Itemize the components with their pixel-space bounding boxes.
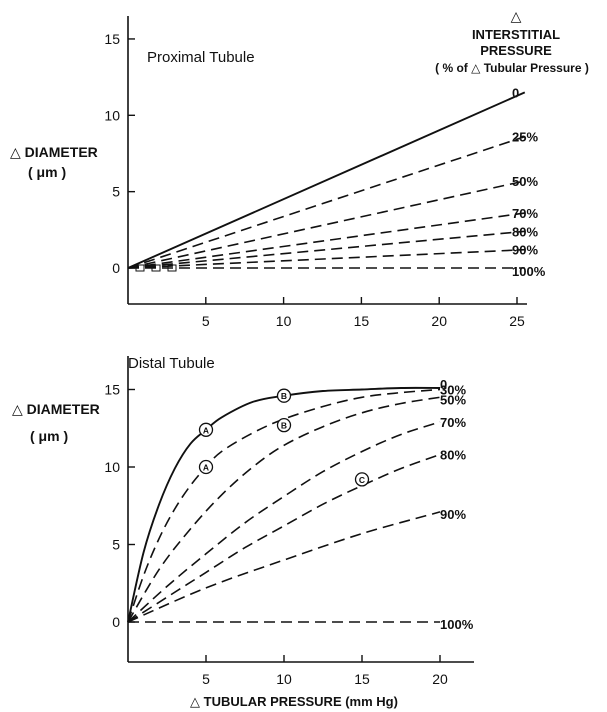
series-label: 70%	[512, 206, 538, 221]
x-tick-label: 10	[276, 671, 292, 687]
y-tick-label: 10	[104, 459, 120, 475]
distal-tubule-chart: Distal Tubule △ DIAMETER ( μm ) △ TUBULA…	[12, 355, 474, 709]
series-label: 90%	[512, 243, 538, 258]
x-tick-label: 5	[202, 313, 210, 329]
annotation-marker	[354, 472, 370, 487]
x-label-distal: △ TUBULAR PRESSURE (mm Hg)	[190, 694, 398, 709]
y-tick-label: 15	[104, 382, 120, 398]
legend-title-line3: PRESSURE	[480, 43, 552, 58]
series-label: 25%	[512, 130, 538, 145]
series-label: 70%	[440, 415, 466, 430]
series-line-50pct	[127, 396, 441, 623]
series-label: 50%	[440, 392, 466, 407]
legend-title-line2: INTERSTITIAL	[472, 27, 560, 42]
series-line-25pct	[127, 135, 526, 269]
origin-marker	[151, 264, 161, 272]
annotation-label: B	[281, 421, 287, 431]
series-label: 90%	[440, 507, 466, 522]
series-line-0	[127, 91, 526, 269]
y-tick-label: 0	[112, 614, 120, 630]
annotation-label: B	[281, 391, 287, 401]
y-label-distal-line2: ( μm )	[30, 428, 68, 444]
x-tick-label: 20	[431, 313, 447, 329]
series-line-90pct	[127, 511, 441, 623]
origin-marker	[167, 264, 177, 272]
x-tick-label: 15	[354, 671, 370, 687]
annotation-marker	[276, 388, 292, 403]
legend-title-line1: △	[511, 8, 522, 24]
series-label: 100%	[440, 617, 474, 632]
y-label-distal-line1: △ DIAMETER	[12, 401, 100, 417]
chart-title-proximal: Proximal Tubule	[147, 49, 255, 66]
series-line-0	[127, 386, 441, 623]
series-label: 80%	[512, 224, 538, 239]
series-line-70pct	[127, 212, 525, 269]
annotation-marker	[276, 417, 292, 433]
x-tick-label: 25	[509, 313, 525, 329]
x-tick-label: 15	[354, 313, 370, 329]
annotation-label: C	[359, 475, 365, 485]
proximal-tubule-chart: Proximal Tubule △ DIAMETER ( μm ) △ INTE…	[10, 8, 589, 329]
chart-title-distal: Distal Tubule	[128, 355, 215, 372]
y-tick-label: 5	[112, 537, 120, 553]
series-label: 30%	[440, 383, 466, 398]
series-label: 0	[512, 85, 519, 100]
series-label: 80%	[440, 448, 466, 463]
x-tick-label: 5	[202, 671, 210, 687]
series-line-90pct	[127, 248, 525, 269]
series-line-50pct	[127, 180, 525, 269]
annotation-label: A	[203, 463, 209, 473]
series-label: 100%	[512, 264, 546, 279]
y-label-proximal-line1: △ DIAMETER	[10, 144, 98, 160]
series-label: 50%	[512, 174, 538, 189]
y-tick-label: 0	[112, 260, 120, 276]
series-label: 0	[440, 377, 447, 392]
y-tick-label: 15	[104, 31, 120, 47]
x-tick-label: 10	[276, 313, 292, 329]
y-tick-label: 5	[112, 184, 120, 200]
annotation-label: A	[203, 425, 209, 435]
y-label-proximal-line2: ( μm )	[28, 164, 66, 180]
series-line-30pct	[127, 388, 441, 623]
y-tick-label: 10	[104, 107, 120, 123]
x-tick-label: 20	[432, 671, 448, 687]
legend-title-line4: ( % of △ Tubular Pressure )	[435, 61, 589, 75]
annotation-marker	[198, 459, 214, 475]
annotation-marker	[198, 422, 214, 437]
series-line-80pct	[127, 230, 525, 269]
origin-marker	[135, 264, 145, 272]
series-line-80pct	[127, 453, 441, 623]
